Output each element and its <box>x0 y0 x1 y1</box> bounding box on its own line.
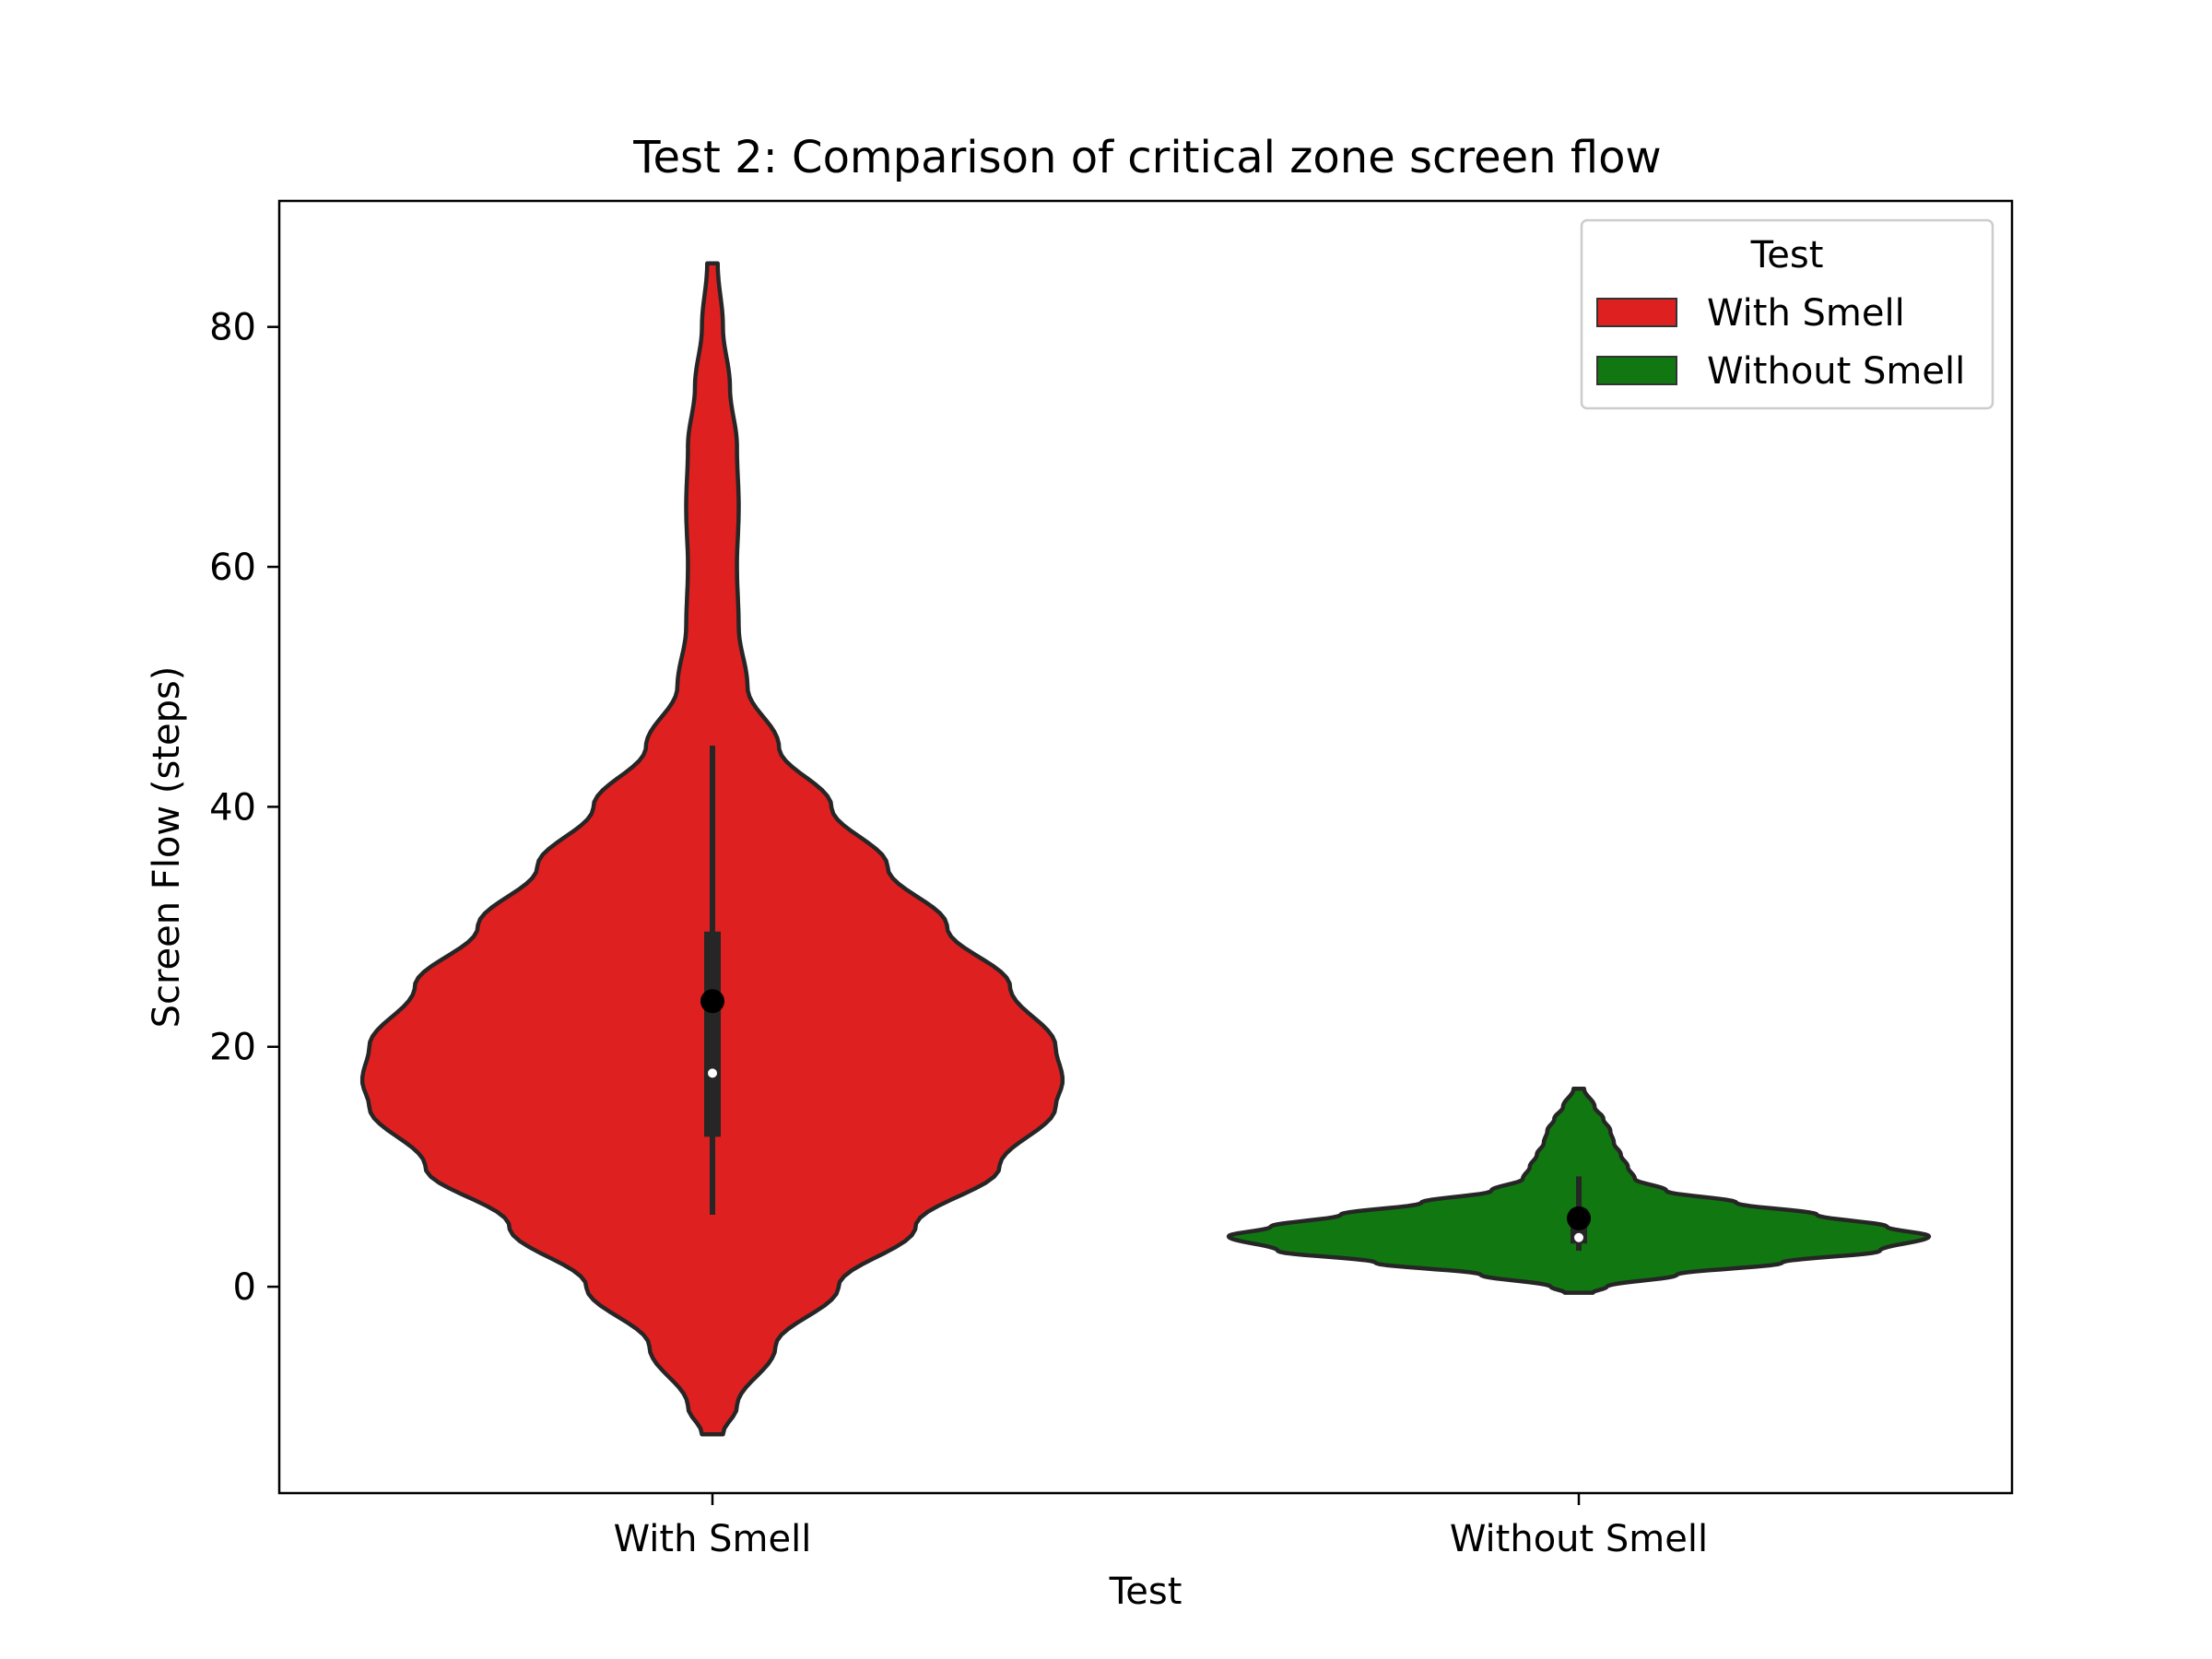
y-tick-label-20: 20 <box>209 1027 256 1069</box>
iqr-box-with-smell <box>704 931 721 1137</box>
median-marker-with-smell <box>708 1068 717 1078</box>
y-tick-label-0: 0 <box>233 1266 256 1309</box>
legend-swatch-with-smell <box>1596 298 1677 327</box>
legend-title: Test <box>1750 234 1824 276</box>
mean-marker-with-smell <box>700 989 724 1014</box>
median-marker-without-smell <box>1574 1232 1583 1242</box>
plot-frame <box>277 199 2014 1495</box>
x-tick-label-with-smell: With Smell <box>614 1518 812 1560</box>
legend: Test With Smell Without Smell <box>1580 218 1994 410</box>
violin-group-with-smell <box>359 261 1065 1437</box>
y-tick-label-80: 80 <box>209 307 256 349</box>
mean-marker-without-smell <box>1567 1206 1591 1230</box>
y-tick-label-60: 60 <box>209 547 256 589</box>
chart-title: Test 2: Comparison of critical zone scre… <box>632 132 1661 183</box>
x-axis-label: Test <box>1109 1571 1182 1613</box>
y-axis-label: Screen Flow (steps) <box>146 666 188 1029</box>
violin-group-without-smell <box>1226 1087 1932 1295</box>
axes: With Smell Without Smell 0 20 40 60 80 <box>209 307 1708 1560</box>
y-tick-label-40: 40 <box>209 786 256 829</box>
legend-box <box>1580 218 1994 410</box>
legend-entry-without-smell: Without Smell <box>1707 350 1965 393</box>
legend-swatch-without-smell <box>1596 356 1677 385</box>
x-tick-label-without-smell: Without Smell <box>1450 1518 1708 1560</box>
plot-area <box>359 261 1932 1437</box>
legend-entry-with-smell: With Smell <box>1707 292 1905 335</box>
